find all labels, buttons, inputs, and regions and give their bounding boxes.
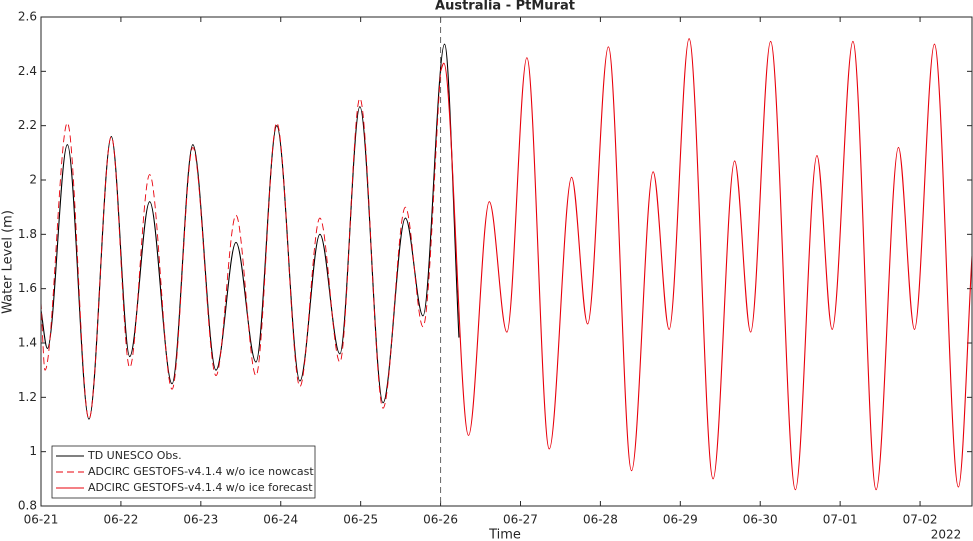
x-tick-label: 06-22 [103, 513, 138, 527]
x-tick-label: 06-28 [583, 513, 618, 527]
x-tick-label: 06-29 [663, 513, 698, 527]
x-tick-label: 07-02 [903, 513, 938, 527]
legend-label: ADCIRC GESTOFS-v4.1.4 w/o ice forecast [88, 481, 313, 494]
y-tick-label: 2 [29, 173, 37, 187]
y-tick-label: 1.8 [18, 227, 37, 241]
plot-frame [40, 16, 973, 507]
x-tick-label: 06-27 [503, 513, 538, 527]
y-tick-label: 2.2 [18, 118, 37, 132]
y-tick-label: 1.2 [18, 390, 37, 404]
year-label: 2022 [931, 528, 962, 541]
x-tick-label: 06-23 [183, 513, 218, 527]
y-tick-label: 2.6 [18, 10, 37, 24]
chart-title: Australia - PtMurat [435, 0, 575, 14]
plot-area [41, 17, 972, 506]
legend: TD UNESCO Obs. ADCIRC GESTOFS-v4.1.4 w/o … [51, 445, 316, 499]
y-tick-label: 1 [29, 444, 37, 458]
x-axis-label: Time [488, 528, 521, 541]
x-tick-label: 06-26 [423, 513, 458, 527]
y-axis-label: Water Level (m) [1, 210, 16, 314]
legend-box [51, 445, 316, 499]
y-tick-label: 1.6 [18, 281, 37, 295]
series-line [40, 71, 442, 420]
x-tick-label: 06-21 [24, 513, 59, 527]
legend-label: TD UNESCO Obs. [87, 449, 182, 462]
x-tick-label: 06-25 [343, 513, 378, 527]
y-tick-label: 2.4 [18, 64, 37, 78]
y-tick-label: 0.8 [18, 499, 37, 513]
x-tick-label: 06-24 [263, 513, 298, 527]
x-tick-label: 06-30 [743, 513, 778, 527]
y-tick-label: 1.4 [18, 336, 37, 350]
legend-label: ADCIRC GESTOFS-v4.1.4 w/o ice nowcast [88, 465, 314, 478]
x-tick-label: 07-01 [823, 513, 858, 527]
series-line [440, 38, 973, 491]
